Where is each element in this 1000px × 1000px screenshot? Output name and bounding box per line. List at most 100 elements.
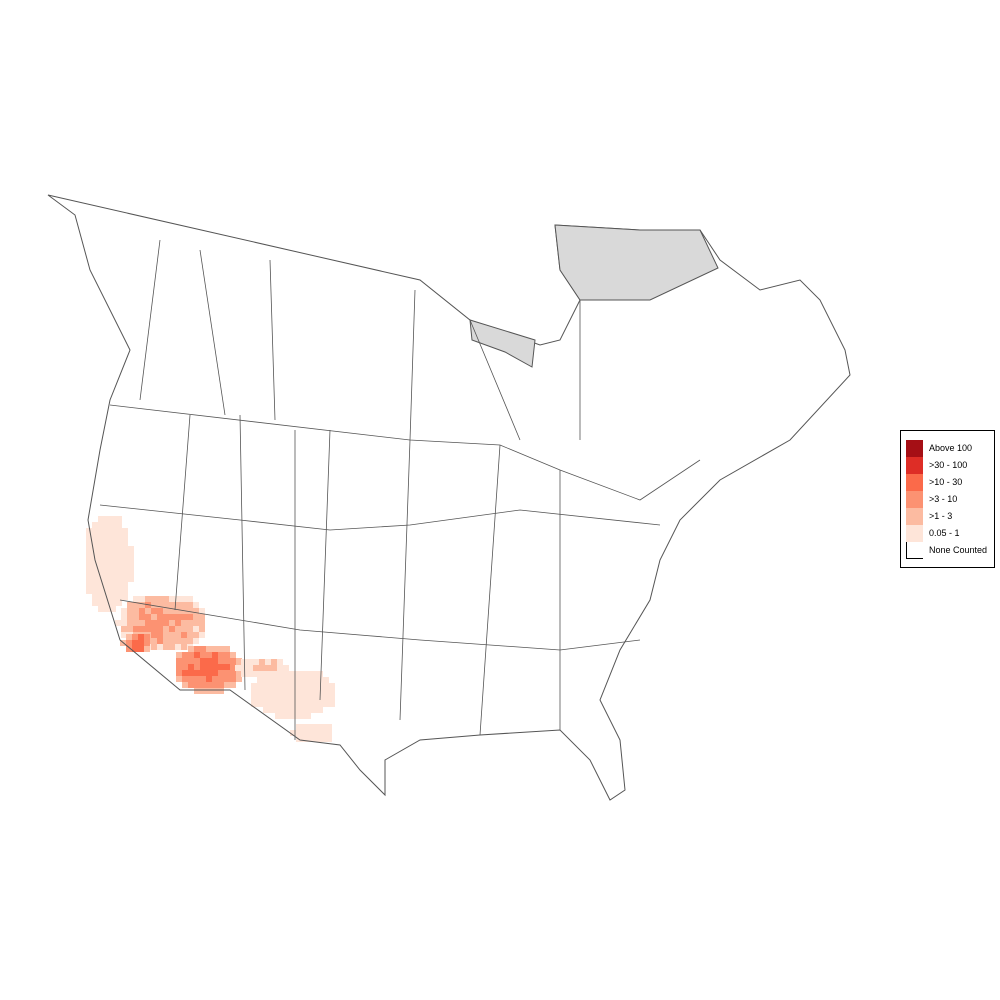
- abundance-cell: [311, 701, 317, 707]
- abundance-cell: [92, 576, 98, 582]
- abundance-cell: [138, 646, 144, 652]
- abundance-cell: [275, 677, 281, 683]
- abundance-cell: [299, 701, 305, 707]
- abundance-cell: [283, 665, 289, 671]
- abundance-cell: [122, 582, 128, 588]
- abundance-cell: [175, 596, 181, 602]
- abundance-cell: [293, 701, 299, 707]
- abundance-cell: [212, 652, 218, 658]
- abundance-cell: [104, 540, 110, 546]
- internal-boundaries: [99, 239, 701, 740]
- abundance-cell: [193, 608, 199, 614]
- abundance-cell: [299, 695, 305, 701]
- abundance-cell: [92, 600, 98, 606]
- legend-item: >3 - 10: [906, 491, 991, 508]
- abundance-cell: [200, 688, 206, 694]
- abundance-cell: [311, 695, 317, 701]
- abundance-cell: [257, 683, 263, 689]
- abundance-cell: [200, 664, 206, 670]
- abundance-cell: [275, 683, 281, 689]
- abundance-cell: [116, 594, 122, 600]
- abundance-cell: [224, 676, 230, 682]
- abundance-cell: [236, 658, 242, 664]
- abundance-cell: [200, 676, 206, 682]
- abundance-cell: [139, 596, 145, 602]
- abundance-cell: [157, 620, 163, 626]
- abundance-cell: [176, 652, 182, 658]
- abundance-cell: [200, 670, 206, 676]
- abundance-cell: [241, 671, 247, 677]
- abundance-cell: [122, 594, 128, 600]
- abundance-cell: [263, 677, 269, 683]
- abundance-cell: [98, 606, 104, 612]
- abundance-cell: [116, 564, 122, 570]
- abundance-cell: [230, 670, 236, 676]
- abundance-cell: [128, 570, 134, 576]
- abundance-cell: [104, 558, 110, 564]
- abundance-cell: [163, 596, 169, 602]
- abundance-cell: [314, 730, 320, 736]
- abundance-cell: [126, 640, 132, 646]
- abundance-cell: [275, 689, 281, 695]
- abundance-cell: [157, 644, 163, 650]
- abundance-cell: [104, 534, 110, 540]
- abundance-cell: [212, 664, 218, 670]
- abundance-cell: [287, 671, 293, 677]
- abundance-cell: [92, 552, 98, 558]
- abundance-cell: [176, 658, 182, 664]
- abundance-cell: [200, 646, 206, 652]
- abundance-cell: [281, 677, 287, 683]
- abundance-cell: [188, 646, 194, 652]
- abundance-cell: [157, 632, 163, 638]
- abundance-cell: [247, 659, 253, 665]
- abundance-cell: [175, 620, 181, 626]
- abundance-cell: [293, 671, 299, 677]
- abundance-cell: [122, 570, 128, 576]
- abundance-cell: [206, 664, 212, 670]
- abundance-cell: [218, 658, 224, 664]
- abundance-cell: [181, 626, 187, 632]
- abundance-cell: [128, 552, 134, 558]
- abundance-cell: [236, 670, 242, 676]
- abundance-cell: [110, 528, 116, 534]
- abundance-cell: [308, 736, 314, 742]
- abundance-cell: [182, 682, 188, 688]
- abundance-cell: [224, 652, 230, 658]
- abundance-cell: [181, 638, 187, 644]
- abundance-cell: [92, 534, 98, 540]
- abundance-cell: [230, 676, 236, 682]
- abundance-cell: [200, 658, 206, 664]
- abundance-cell: [157, 614, 163, 620]
- abundance-cell: [224, 664, 230, 670]
- abundance-cell: [92, 528, 98, 534]
- abundance-cell: [287, 701, 293, 707]
- abundance-cell: [281, 683, 287, 689]
- abundance-cell: [86, 570, 92, 576]
- abundance-cell: [263, 701, 269, 707]
- abundance-cell: [308, 730, 314, 736]
- abundance-cell: [257, 695, 263, 701]
- abundance-cell: [145, 620, 151, 626]
- legend-label: >10 - 30: [929, 477, 963, 487]
- abundance-cell: [151, 596, 157, 602]
- legend-label: >3 - 10: [929, 494, 958, 504]
- abundance-cell: [230, 682, 236, 688]
- abundance-cell: [317, 677, 323, 683]
- abundance-cell: [296, 730, 302, 736]
- abundance-cell: [311, 683, 317, 689]
- abundance-cell: [175, 602, 181, 608]
- abundance-cell: [116, 570, 122, 576]
- abundance-cell: [127, 602, 133, 608]
- legend-swatch: [906, 542, 923, 559]
- abundance-cell: [139, 608, 145, 614]
- abundance-cell: [206, 676, 212, 682]
- abundance-cell: [110, 522, 116, 528]
- abundance-cell: [293, 695, 299, 701]
- abundance-cell: [86, 552, 92, 558]
- abundance-cell: [218, 670, 224, 676]
- abundance-cell: [259, 665, 265, 671]
- abundance-cell: [329, 701, 335, 707]
- abundance-cell: [104, 570, 110, 576]
- abundance-cell: [133, 620, 139, 626]
- abundance-cell: [194, 664, 200, 670]
